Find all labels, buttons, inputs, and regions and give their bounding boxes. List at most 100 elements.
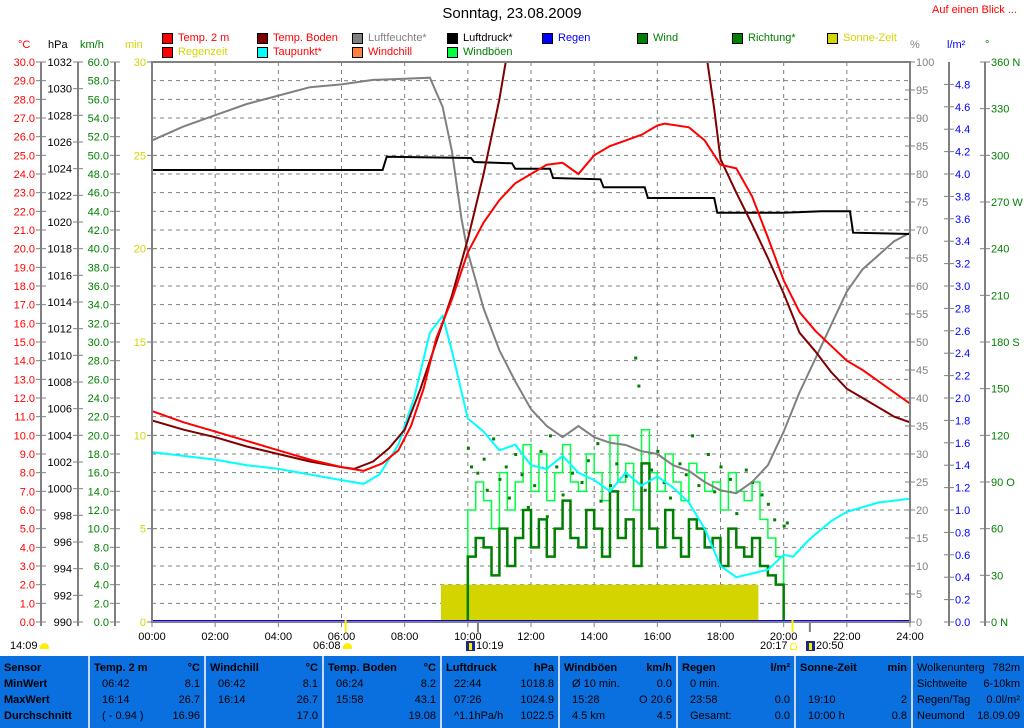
table-cell-label: 22:44 bbox=[454, 678, 482, 690]
hpa-tick-label: 1030 bbox=[48, 84, 72, 96]
table-row: 06:24 8.2 bbox=[328, 676, 436, 692]
table-cell-label: 0 min. bbox=[690, 678, 720, 690]
direction-point bbox=[548, 434, 552, 438]
hpa-tick-label: 1026 bbox=[48, 137, 72, 149]
table-column: Sonne-Zeit min 19:10 2 10:00 h 0.8 bbox=[796, 656, 913, 728]
dir-tick-label: 330 bbox=[991, 104, 1009, 116]
table-cell-value: 26.7 bbox=[178, 694, 200, 706]
direction-point bbox=[713, 490, 717, 494]
kmh-tick-label: 32.0 bbox=[88, 318, 109, 330]
moonset-icon bbox=[806, 641, 815, 651]
sun-minutes-bar bbox=[440, 584, 759, 622]
x-tick-label: 18:00 bbox=[707, 631, 735, 643]
pct-tick-label: 5 bbox=[916, 589, 922, 601]
table-row: 22:44 1018.8 bbox=[446, 676, 554, 692]
direction-point bbox=[561, 493, 565, 497]
table-cell-value: km/h bbox=[646, 662, 672, 674]
temp-tick-label: 9.0 bbox=[20, 449, 35, 461]
legend-swatch bbox=[637, 32, 648, 44]
table-cell-label: 10:00 h bbox=[808, 710, 845, 722]
table-column: Luftdruck hPa 22:44 1018.8 07:26 1024.9 ^1.1hP… bbox=[442, 656, 560, 728]
table-column: Windchill °C 06:42 8.1 16:14 26.7 17.0 bbox=[206, 656, 324, 728]
legend-swatch bbox=[257, 32, 268, 44]
wind-gust-line bbox=[459, 428, 800, 622]
hpa-tick-label: 996 bbox=[54, 537, 72, 549]
direction-point bbox=[476, 471, 480, 475]
temp-tick-label: 7.0 bbox=[20, 486, 35, 498]
direction-point bbox=[668, 496, 672, 500]
axis-header-dir: ° bbox=[985, 39, 990, 51]
kmh-tick-label: 24.0 bbox=[88, 393, 109, 405]
direction-point bbox=[520, 473, 524, 477]
legend-item: Temp. 2 m bbox=[162, 32, 229, 44]
table-cell-label: 19:10 bbox=[808, 694, 836, 706]
table-cell-value: 0.0 bbox=[656, 678, 672, 690]
x-tick-label: 16:00 bbox=[644, 631, 672, 643]
hpa-tick-label: 1028 bbox=[48, 110, 72, 122]
rain-tick-label: 2.2 bbox=[955, 371, 970, 383]
kmh-tick-label: 28.0 bbox=[88, 356, 109, 368]
table-column: Temp. Boden °C 06:24 8.2 15:58 43.1 19.08 bbox=[324, 656, 442, 728]
dir-tick-label: 90 O bbox=[991, 477, 1015, 489]
hpa-tick-label: 992 bbox=[54, 590, 72, 602]
sunset-time: 20:17 bbox=[760, 640, 788, 652]
kmh-tick-label: 16.0 bbox=[88, 468, 109, 480]
x-tick-label: 22:00 bbox=[833, 631, 861, 643]
at-a-glance-link[interactable]: Auf einen Blick ... bbox=[932, 4, 1017, 16]
table-row: Gesamt: 0.0 bbox=[682, 708, 790, 724]
sunrise-time: 06:08 bbox=[313, 640, 341, 652]
temp-tick-label: 19.0 bbox=[14, 262, 35, 274]
pct-tick-label: 15 bbox=[916, 533, 928, 545]
temp-tick-label: 23.0 bbox=[14, 188, 35, 200]
x-tick-label: 04:00 bbox=[265, 631, 293, 643]
table-header-row: Wolkenunterg 782m bbox=[917, 660, 1020, 676]
direction-point bbox=[624, 474, 628, 478]
table-row: 15:28 O 20.6 bbox=[564, 692, 672, 708]
table-row: 10:00 h 0.8 bbox=[800, 708, 907, 724]
x-tick-label: 02:00 bbox=[201, 631, 229, 643]
table-cell-value: 0.8 bbox=[891, 710, 907, 722]
kmh-tick-label: 58.0 bbox=[88, 76, 109, 88]
table-row: 15:58 43.1 bbox=[328, 692, 436, 708]
table-column: Temp. 2 m °C 06:42 8.1 16:14 26.7 ( - 0.94 ) 16… bbox=[90, 656, 206, 728]
legend-item: Sonne-Zeit bbox=[827, 32, 897, 44]
table-cell-value: 43.1 bbox=[414, 694, 436, 706]
kmh-tick-label: 42.0 bbox=[88, 225, 109, 237]
table-cell-label: Sensor bbox=[4, 662, 42, 674]
dir-tick-label: 120 bbox=[991, 430, 1009, 442]
rain-tick-label: 4.6 bbox=[955, 102, 970, 114]
direction-point bbox=[785, 521, 789, 525]
direction-point bbox=[773, 518, 777, 522]
table-cell-value: 0.0 bbox=[774, 710, 790, 722]
x-tick-label: 24:00 bbox=[896, 631, 924, 643]
dir-tick-label: 180 S bbox=[991, 337, 1020, 349]
direction-point bbox=[580, 481, 584, 484]
kmh-tick-label: 36.0 bbox=[88, 281, 109, 293]
table-cell-label: 06:42 bbox=[102, 678, 130, 690]
table-row: Regen/Tag 0.0l/m² bbox=[917, 692, 1020, 708]
table-row: 0 min. bbox=[682, 676, 790, 692]
axis-header-hpa: hPa bbox=[48, 39, 68, 51]
temp-tick-label: 28.0 bbox=[14, 94, 35, 106]
table-cell-value: O 20.6 bbox=[638, 694, 672, 706]
rain-tick-label: 3.0 bbox=[955, 281, 970, 293]
table-cell-label: ^1.1hPa/h bbox=[454, 710, 504, 722]
rain-tick-label: 2.4 bbox=[955, 348, 970, 360]
sunset-icon bbox=[789, 642, 797, 650]
legend-label: Richtung* bbox=[748, 32, 796, 44]
direction-point bbox=[760, 493, 764, 497]
legend-label: Luftdruck* bbox=[463, 32, 513, 44]
temp-tick-label: 26.0 bbox=[14, 132, 35, 144]
x-tick-label: 06:00 bbox=[328, 631, 356, 643]
pct-tick-label: 60 bbox=[916, 281, 928, 293]
rain-tick-label: 4.0 bbox=[955, 169, 970, 181]
pct-tick-label: 95 bbox=[916, 85, 928, 97]
table-cell-label: Windböen bbox=[564, 662, 618, 674]
dir-tick-label: 60 bbox=[991, 524, 1003, 536]
kmh-tick-label: 44.0 bbox=[88, 206, 109, 218]
series-luftdruck- bbox=[152, 155, 910, 235]
rain-tick-label: 0.0 bbox=[955, 617, 970, 629]
chart-title: Sonntag, 23.08.2009 bbox=[442, 5, 582, 22]
hpa-tick-label: 1000 bbox=[48, 484, 72, 496]
pct-tick-label: 90 bbox=[916, 113, 928, 125]
